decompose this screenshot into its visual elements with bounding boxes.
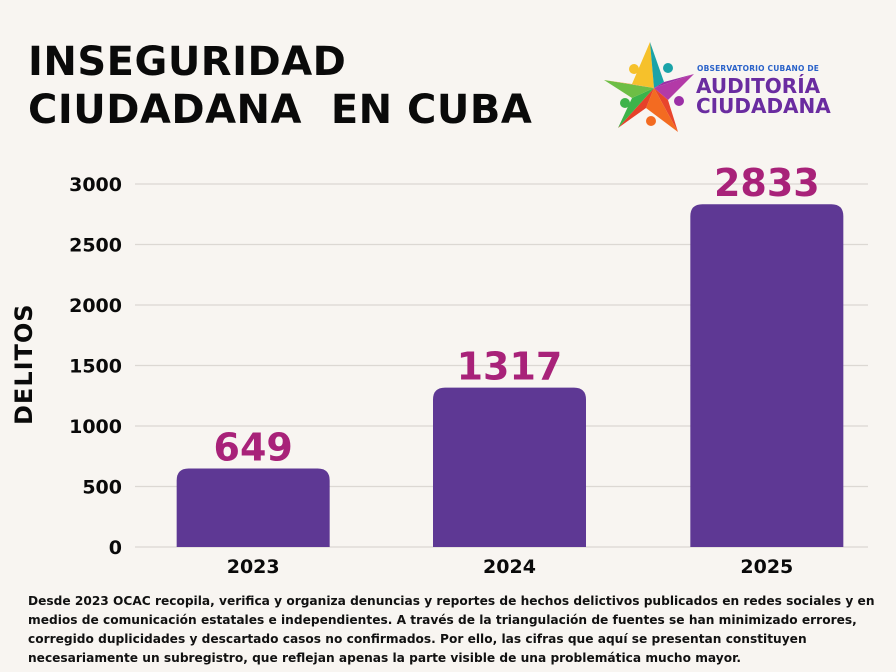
footnote-line: medios de comunicación estatales e indep… — [28, 613, 857, 627]
logo-title-line-2: CIUDADANA — [696, 94, 831, 118]
bar-2023 — [176, 468, 330, 547]
title-line-2: CIUDADANA EN CUBA — [28, 87, 533, 133]
y-tick-label: 3000 — [69, 174, 122, 196]
star-logo-icon — [604, 42, 694, 132]
data-label: 1317 — [457, 345, 563, 389]
y-tick-label: 500 — [82, 477, 122, 499]
bar-chart: 0 500 1000 1500 2000 2500 3000 649 1317 2833 202… — [69, 161, 868, 578]
data-label: 649 — [214, 425, 293, 469]
x-tick-label: 2023 — [227, 556, 280, 578]
y-tick-label: 2000 — [69, 295, 122, 317]
y-tick-label: 1000 — [69, 416, 122, 438]
logo-title-line-1: AUDITORÍA — [696, 74, 821, 98]
x-tick-label: 2025 — [740, 556, 793, 578]
data-labels: 649 1317 2833 — [214, 161, 820, 469]
y-tick-label: 0 — [109, 537, 122, 559]
bars — [176, 204, 844, 547]
bar-2025 — [690, 204, 844, 547]
footnote-line: corregido duplicidades y descartado caso… — [28, 632, 807, 646]
bar-2024 — [433, 387, 586, 547]
y-tick-label: 2500 — [69, 235, 122, 257]
y-tick-labels: 0 500 1000 1500 2000 2500 3000 — [69, 174, 122, 559]
y-tick-label: 1500 — [69, 356, 122, 378]
footnote-line: necesariamente un subregistro, que refle… — [28, 651, 741, 665]
footnote-line: Desde 2023 OCAC recopila, verifica y org… — [28, 594, 875, 608]
logo-subtitle: OBSERVATORIO CUBANO DE — [697, 64, 820, 73]
page-title: INSEGURIDAD CIUDADANA EN CUBA — [28, 38, 532, 134]
title-line-1: INSEGURIDAD — [28, 39, 347, 85]
methodology-note: Desde 2023 OCAC recopila, verifica y org… — [28, 592, 888, 668]
x-tick-label: 2024 — [483, 556, 536, 578]
logo-title: AUDITORÍA CIUDADANA — [696, 76, 831, 116]
data-label: 2833 — [714, 161, 820, 205]
x-tick-labels: 2023 2024 2025 — [227, 556, 794, 578]
